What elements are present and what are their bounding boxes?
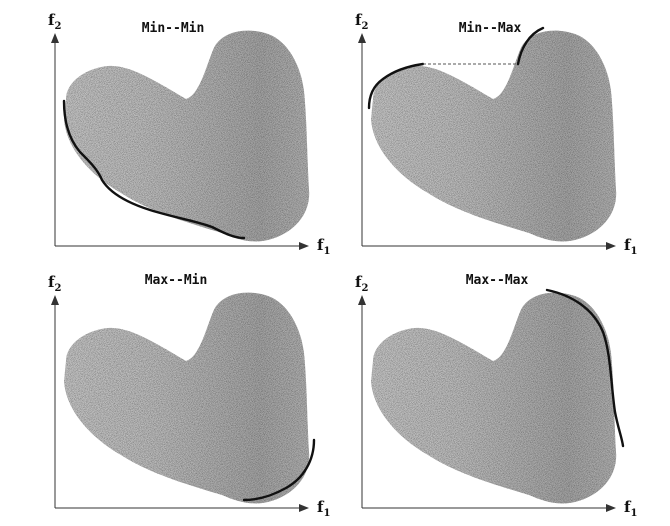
pareto-front	[62, 99, 246, 240]
y-axis-arrow-icon	[358, 295, 366, 305]
y-axis-arrow-icon	[51, 295, 59, 305]
y-axis-label: f2	[48, 273, 61, 294]
x-axis-arrow-icon	[299, 242, 309, 250]
panel-max-max: Max--Max f2 f1	[355, 273, 637, 519]
feasible-region	[64, 292, 310, 504]
y-axis-arrow-icon	[358, 33, 366, 43]
y-axis-label: f2	[355, 273, 368, 294]
panel-title: Min--Min	[142, 21, 205, 36]
y-axis-label: f2	[48, 11, 61, 32]
panel-max-min: Max--Min f2 f1	[48, 273, 330, 519]
x-axis-label: f1	[317, 236, 330, 257]
y-axis-arrow-icon	[51, 33, 59, 43]
x-axis-label: f1	[624, 498, 637, 519]
panel-title: Max--Min	[145, 273, 208, 288]
panel-min-max: Min--Max f2 f1	[355, 11, 637, 257]
pareto-front	[516, 26, 545, 66]
pareto-front	[545, 288, 625, 448]
panel-title: Max--Max	[466, 273, 529, 288]
feasible-region	[371, 30, 617, 242]
feasible-region	[64, 30, 310, 242]
panel-min-min: Min--Min f2 f1	[48, 11, 330, 257]
y-axis-label: f2	[355, 11, 368, 32]
x-axis-arrow-icon	[606, 242, 616, 250]
x-axis-arrow-icon	[299, 504, 309, 512]
pareto-front	[367, 62, 425, 110]
pareto-front	[242, 438, 316, 502]
panel-title: Min--Max	[459, 21, 522, 36]
x-axis-label: f1	[624, 236, 637, 257]
x-axis-arrow-icon	[606, 504, 616, 512]
feasible-region	[371, 292, 617, 504]
x-axis-label: f1	[317, 498, 330, 519]
